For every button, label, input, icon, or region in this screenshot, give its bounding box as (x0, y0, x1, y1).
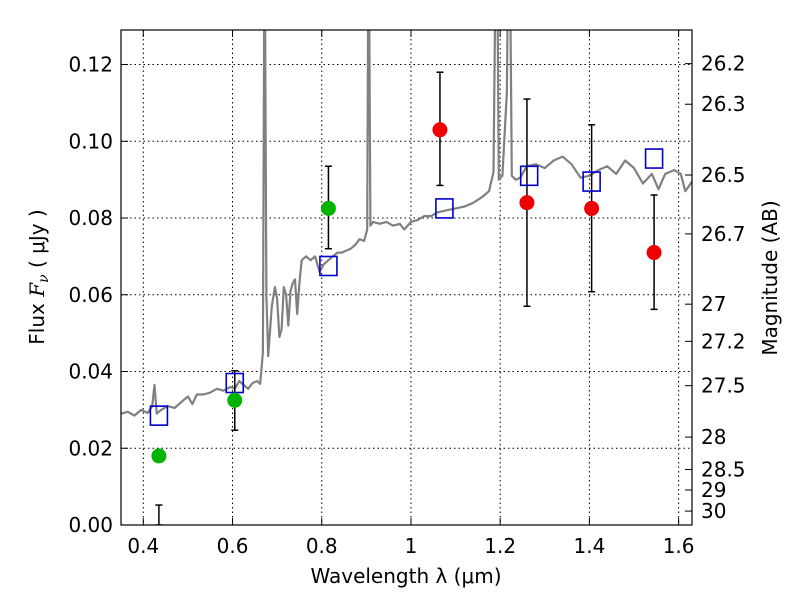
right-tick-label: 26.3 (701, 92, 746, 116)
detection-point-green (320, 200, 336, 216)
y-tick-label: 0.06 (68, 283, 113, 307)
y-tick-label: 0.02 (68, 436, 113, 460)
model-photometry-box (435, 198, 454, 219)
model-photometry-box (519, 165, 539, 187)
detection-point-green (227, 392, 243, 408)
y-axis-title-left: Flux Fν ( μJy ) (25, 209, 52, 344)
detection-point-red (646, 245, 662, 261)
tick-labels: 0.4 0.6 0.8 1 1.2 1.4 1.6 0.00 0.02 0.04 0.06 0.08 0… (68, 52, 745, 558)
model-photometry-box (149, 405, 169, 426)
ticks (121, 30, 692, 526)
x-tick-label: 0.4 (127, 534, 159, 558)
detection-point-red (584, 200, 600, 216)
detections-layer (151, 122, 662, 464)
x-tick-label: 1.2 (484, 534, 516, 558)
x-tick-label: 0.8 (306, 534, 338, 558)
y-tick-label: 0.10 (68, 129, 113, 153)
detection-point-red (519, 195, 535, 211)
y-tick-label: 0.00 (68, 513, 113, 537)
errorbar-layer (155, 71, 658, 525)
model-photometry-box (582, 171, 601, 192)
x-tick-label: 1.6 (663, 534, 695, 558)
model-photometry-box (319, 255, 338, 277)
right-tick-label: 26.5 (701, 163, 746, 187)
y-tick-label: 0.04 (68, 360, 113, 384)
right-tick-label: 28 (701, 425, 726, 449)
x-tick-label: 1.4 (573, 534, 605, 558)
right-tick-label: 26.2 (701, 52, 746, 76)
y-axis-title-right: Magnitude (AB) (758, 200, 782, 355)
model-photometry-box (644, 148, 664, 169)
template-spectrum-line (121, 30, 692, 417)
model-photometry-layer (149, 148, 664, 426)
plot-frame (120, 29, 693, 526)
right-tick-label: 27.5 (701, 374, 746, 398)
y-tick-label: 0.08 (68, 206, 113, 230)
grid (121, 30, 692, 526)
right-tick-label: 26.7 (701, 222, 746, 246)
detection-point-red (432, 122, 448, 138)
right-tick-label: 27 (701, 292, 726, 316)
template-spectrum-layer (121, 30, 692, 417)
model-photometry-box (225, 372, 245, 394)
right-tick-label: 27.2 (701, 329, 746, 353)
x-tick-label: 1 (405, 534, 418, 558)
x-tick-label: 0.6 (217, 534, 249, 558)
right-tick-label: 29 (701, 478, 726, 502)
x-axis-title: Wavelength λ (μm) (310, 564, 501, 588)
detection-point-green (151, 448, 167, 464)
right-tick-label: 30 (701, 499, 726, 523)
right-tick-label: 28.5 (701, 458, 746, 482)
y-tick-label: 0.12 (68, 53, 113, 77)
